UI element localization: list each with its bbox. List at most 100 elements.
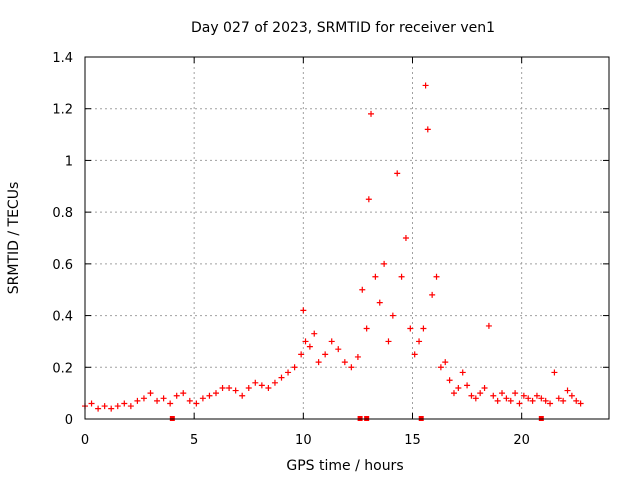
data-point — [542, 397, 549, 404]
data-point — [389, 312, 396, 319]
data-point — [328, 338, 335, 345]
data-point — [551, 369, 558, 376]
data-point — [173, 392, 180, 399]
data-point — [95, 405, 102, 412]
data-point — [560, 397, 567, 404]
y-tick-label: 0.2 — [52, 361, 73, 376]
x-axis-label: GPS time / hours — [286, 458, 403, 474]
data-point — [407, 325, 414, 332]
data-point — [459, 369, 466, 376]
y-tick-label: 0 — [65, 413, 73, 428]
data-point — [306, 343, 313, 350]
data-point — [101, 403, 108, 410]
data-point — [252, 379, 259, 386]
data-point — [341, 359, 348, 366]
data-point — [206, 392, 213, 399]
data-point — [372, 273, 379, 280]
data-point — [121, 400, 128, 407]
data-point — [481, 384, 488, 391]
data-point — [232, 387, 239, 394]
data-point — [199, 395, 206, 402]
data-point — [411, 351, 418, 358]
data-point — [322, 351, 329, 358]
data-point — [538, 395, 545, 402]
data-point — [154, 397, 161, 404]
data-point — [442, 359, 449, 366]
data-point — [335, 346, 342, 353]
data-point — [573, 397, 580, 404]
data-point — [239, 392, 246, 399]
data-point — [365, 196, 372, 203]
gridlines — [85, 57, 609, 419]
y-tick-label: 0.8 — [52, 206, 73, 221]
x-tick-label: 5 — [190, 433, 198, 448]
data-point — [477, 390, 484, 397]
data-point — [529, 397, 536, 404]
data-point — [114, 403, 121, 410]
data-point — [446, 377, 453, 384]
data-point — [424, 126, 431, 133]
data-point — [398, 273, 405, 280]
x-tick-label: 0 — [81, 433, 89, 448]
y-tick-label: 1.4 — [52, 51, 73, 66]
data-point — [167, 400, 174, 407]
data-point — [147, 390, 154, 397]
data-point — [394, 170, 401, 177]
data-point — [363, 325, 370, 332]
data-points — [82, 82, 584, 412]
data-point — [433, 273, 440, 280]
data-point — [311, 330, 318, 337]
data-point — [88, 400, 95, 407]
data-point — [226, 384, 233, 391]
data-point — [485, 322, 492, 329]
data-point — [429, 291, 436, 298]
data-point — [381, 260, 388, 267]
data-point — [494, 397, 501, 404]
data-point — [547, 400, 554, 407]
data-point — [180, 390, 187, 397]
y-axis-label: SRMTID / TECUs — [6, 182, 22, 295]
data-point — [348, 364, 355, 371]
x-tick-label: 10 — [295, 433, 312, 448]
data-point — [555, 395, 562, 402]
data-point — [245, 384, 252, 391]
axis-ticks — [84, 56, 609, 420]
data-point — [503, 395, 510, 402]
data-point — [512, 390, 519, 397]
data-point — [568, 392, 575, 399]
data-point — [108, 405, 115, 412]
x-tick-label: 20 — [513, 433, 530, 448]
data-point — [219, 384, 226, 391]
data-point — [376, 299, 383, 306]
data-point — [368, 110, 375, 117]
y-tick-label: 1.2 — [52, 103, 73, 118]
data-point — [455, 384, 462, 391]
data-point — [298, 351, 305, 358]
data-point — [468, 392, 475, 399]
data-point — [507, 397, 514, 404]
data-point — [271, 379, 278, 386]
data-point — [472, 395, 479, 402]
data-point — [302, 338, 309, 345]
y-tick-labels: 0 0.2 0.4 0.6 0.8 1 1.2 1.4 — [52, 51, 73, 428]
data-point — [490, 392, 497, 399]
data-point — [564, 387, 571, 394]
data-point — [520, 392, 527, 399]
data-point — [285, 369, 292, 376]
data-point — [516, 400, 523, 407]
data-point — [420, 325, 427, 332]
plot-frame — [84, 56, 610, 420]
y-tick-label: 0.4 — [52, 310, 73, 325]
y-tick-label: 0.6 — [52, 258, 73, 273]
chart-title: Day 027 of 2023, SRMTID for receiver ven… — [191, 20, 495, 36]
data-point — [127, 403, 134, 410]
data-point — [258, 382, 265, 389]
data-point — [300, 307, 307, 314]
data-point — [385, 338, 392, 345]
data-point — [402, 235, 409, 241]
data-point — [577, 400, 584, 407]
data-point — [291, 364, 298, 371]
data-point — [359, 286, 366, 293]
data-point — [464, 382, 471, 389]
